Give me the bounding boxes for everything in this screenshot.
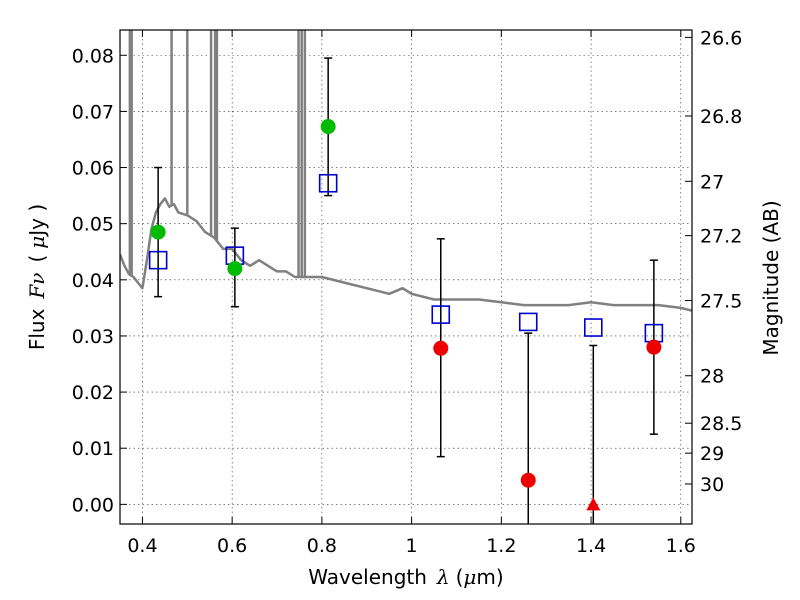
mag-tick-label: 29	[700, 443, 724, 465]
y-axis-label: Flux Fν ( μJy )	[25, 204, 49, 350]
y-tick-label: 0.01	[72, 438, 114, 460]
plot-frame	[119, 29, 693, 525]
grid	[120, 30, 692, 524]
model-sed-line	[120, 197, 692, 312]
y-tick-label: 0.05	[72, 214, 114, 236]
mag-tick-label: 30	[700, 474, 724, 496]
low-sn-point	[520, 472, 536, 488]
y-axis-label-symbol: Fν	[25, 273, 49, 300]
mag-tick-label: 28.5	[700, 413, 742, 435]
y-axis-label-text: Flux	[25, 308, 49, 350]
x-tick-label: 0.8	[307, 535, 337, 557]
axis-ticks: 0.4 0.6 0.8 1 1.2 1.4 1.6 0.00 0.01 0.02 0.03 0.04 0…	[72, 27, 743, 557]
upper-limit-point	[586, 497, 601, 511]
model-point	[148, 250, 168, 270]
y-tick-label: 0.07	[72, 101, 114, 123]
detection-point	[320, 119, 336, 135]
mag-tick-label: 27.5	[700, 291, 742, 313]
mag-tick-label: 26.8	[700, 106, 742, 128]
y-tick-label: 0.04	[72, 270, 114, 292]
x-axis-label-text: Wavelength	[308, 565, 427, 589]
x-tick-label: 1.6	[666, 535, 696, 557]
low-sn-point	[433, 340, 449, 356]
x-axis-label-unit-open: (	[456, 565, 464, 589]
model-point	[431, 305, 451, 324]
y-tick-label: 0.00	[72, 494, 114, 516]
x-axis-label-unit-close: m)	[476, 565, 503, 589]
x-axis-label-unit-mu: μ	[463, 565, 476, 589]
mag-tick-label: 26.6	[700, 27, 742, 49]
model-point	[518, 312, 538, 332]
detection-point	[227, 261, 243, 277]
x-axis-label: Wavelength λ (μm)	[308, 565, 503, 589]
y-tick-label: 0.02	[72, 382, 114, 404]
mag-tick-label: 28	[700, 366, 724, 388]
x-axis-label-symbol: λ	[436, 565, 450, 589]
x-tick-label: 1	[406, 535, 418, 557]
x-tick-label: 1.4	[576, 535, 606, 557]
right-axis-label: Magnitude (AB)	[759, 200, 783, 355]
model-point	[318, 173, 338, 193]
x-tick-label: 0.6	[217, 535, 247, 557]
y-tick-label: 0.03	[72, 326, 114, 348]
x-tick-label: 0.4	[127, 535, 157, 557]
model-sed-group	[120, 30, 692, 312]
y-axis-label-unit-open: (	[25, 255, 49, 263]
y-tick-label: 0.08	[72, 45, 114, 67]
y-axis-label-unit-mu: μ	[25, 236, 49, 249]
detection-point	[150, 224, 166, 240]
data-markers	[148, 57, 664, 524]
y-tick-label: 0.06	[72, 158, 114, 180]
low-sn-point	[646, 339, 662, 355]
mag-tick-label: 27	[700, 171, 724, 193]
x-tick-label: 1.2	[486, 535, 516, 557]
y-axis-label-unit-close: Jy )	[25, 204, 49, 238]
model-point	[584, 318, 603, 337]
mag-tick-label: 27.2	[700, 226, 742, 248]
